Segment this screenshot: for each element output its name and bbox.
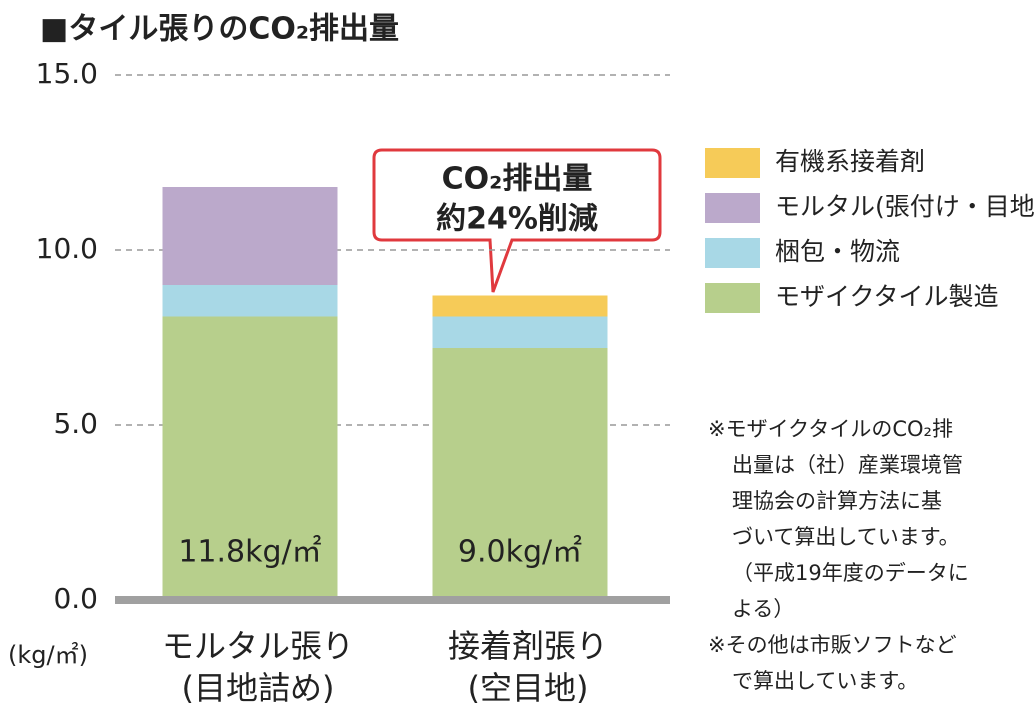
y-unit-label: (kg/㎡) bbox=[8, 641, 88, 669]
chart-title: ■タイル張りのCO₂排出量 bbox=[40, 12, 399, 47]
legend-swatch bbox=[705, 148, 760, 178]
x-tick-label: (目地詰め) bbox=[182, 669, 335, 704]
y-tick-label: 15.0 bbox=[36, 57, 98, 90]
bar-segment bbox=[432, 295, 608, 317]
callout: CO₂排出量 約24%削減 bbox=[372, 148, 662, 293]
callout-text: 約24%削減 bbox=[436, 202, 598, 237]
bar-segment bbox=[432, 348, 608, 600]
note-line: よる） bbox=[732, 597, 794, 621]
note-line: （平成19年度のデータに bbox=[732, 561, 969, 585]
legend-label: 梱包・物流 bbox=[775, 237, 900, 266]
legend-swatch bbox=[705, 238, 760, 268]
y-tick-label: 10.0 bbox=[36, 232, 98, 265]
legend-label: モルタル(張付け・目地) bbox=[775, 192, 1034, 221]
legend-label: 有機系接着剤 bbox=[775, 147, 925, 176]
y-tick-label: 0.0 bbox=[53, 582, 98, 615]
legend-swatch bbox=[705, 193, 760, 223]
note-line: で算出しています。 bbox=[732, 669, 918, 693]
x-tick-label: モルタル張り bbox=[162, 627, 354, 665]
bar-segment bbox=[162, 187, 338, 285]
callout-text: CO₂排出量 bbox=[442, 162, 593, 197]
y-tick-label: 5.0 bbox=[53, 407, 98, 440]
x-tick-label: 接着剤張り bbox=[448, 627, 608, 665]
bar-segment bbox=[162, 316, 338, 600]
note-line: ※モザイクタイルのCO₂排 bbox=[708, 417, 953, 441]
note-line: 出量は（社）産業環境管 bbox=[732, 453, 963, 477]
bar-segment bbox=[162, 285, 338, 317]
x-tick-label: (空目地) bbox=[468, 669, 589, 704]
callout-box bbox=[372, 148, 662, 293]
total-label: 9.0kg/㎡ bbox=[458, 535, 582, 570]
bar-segment bbox=[432, 316, 608, 348]
legend-swatch bbox=[705, 283, 760, 313]
note-line: づいて算出しています。 bbox=[732, 525, 960, 549]
total-label: 11.8kg/㎡ bbox=[178, 535, 321, 570]
legend-label: モザイクタイル製造 bbox=[775, 282, 999, 311]
note-line: 理協会の計算方法に基 bbox=[732, 489, 942, 513]
note-line: ※その他は市販ソフトなど bbox=[708, 633, 957, 657]
